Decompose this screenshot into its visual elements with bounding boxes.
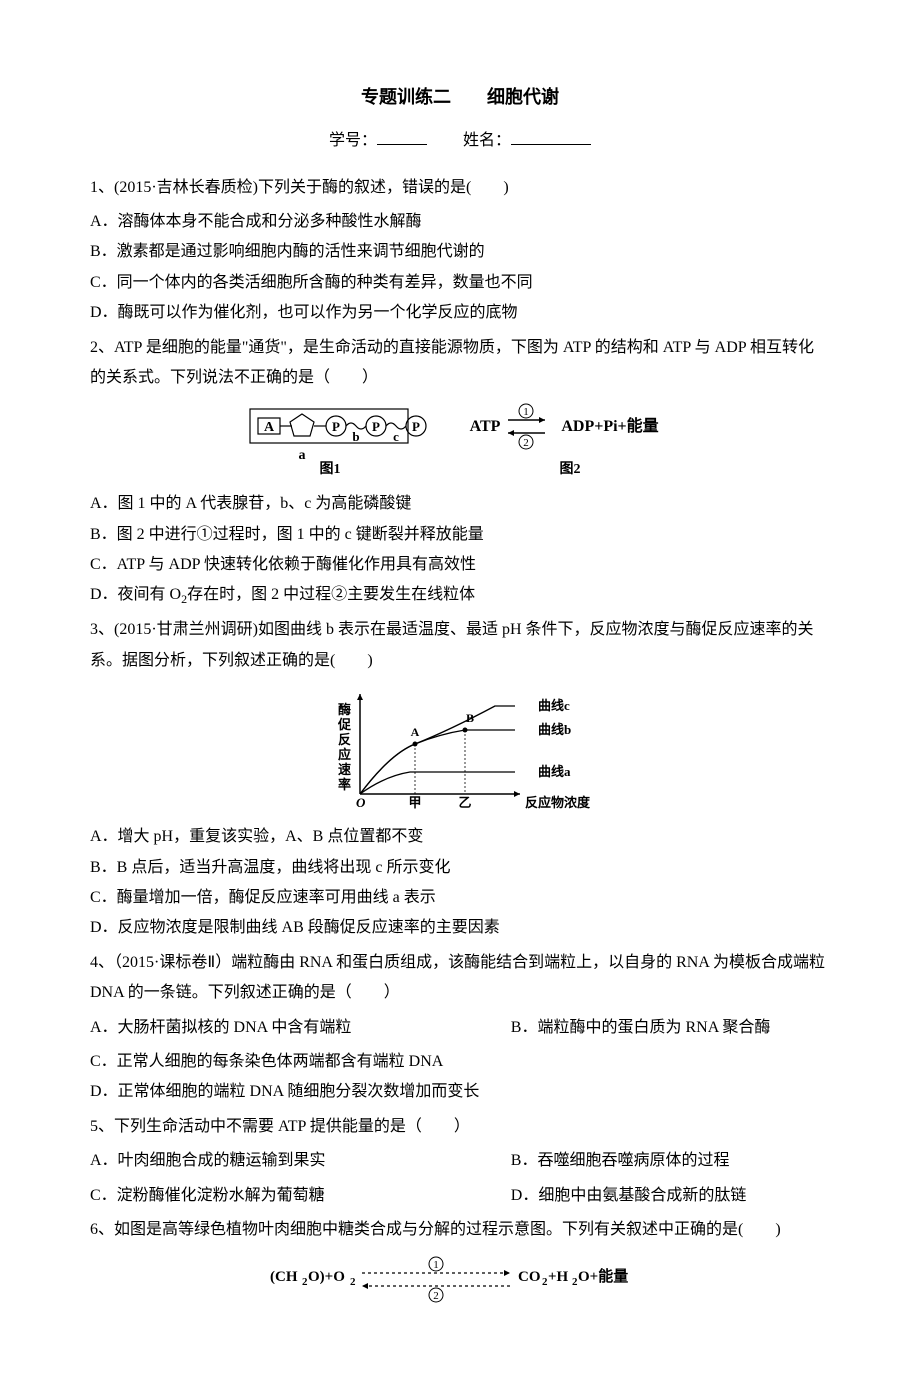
q1-option-d: D．酶既可以作为催化剂，也可以作为另一个化学反应的底物	[90, 298, 830, 328]
svg-text:图2: 图2	[560, 461, 581, 477]
q4-option-c: C．正常人细胞的每条染色体两端都含有端粒 DNA	[90, 1047, 830, 1077]
q3-option-d: D．反应物浓度是限制曲线 AB 段酶促反应速率的主要因素	[90, 913, 830, 943]
q4-option-a: A．大肠杆菌拟核的 DNA 中含有端粒	[90, 1013, 475, 1043]
q3-option-a: A．增大 pH，重复该实验，A、B 点位置都不变	[90, 822, 830, 852]
svg-text:O: O	[356, 795, 366, 810]
svg-text:甲: 甲	[408, 795, 421, 810]
svg-text:A: A	[411, 725, 420, 739]
q4-option-d: D．正常体细胞的端粒 DNA 随细胞分裂次数增加而变长	[90, 1077, 830, 1107]
svg-text:2: 2	[433, 1290, 439, 1302]
q2-option-b: B．图 2 中进行①过程时，图 1 中的 c 键断裂并释放能量	[90, 520, 830, 550]
svg-text:O)+O: O)+O	[308, 1269, 345, 1285]
q5-option-b: B．吞噬细胞吞噬病原体的过程	[511, 1146, 730, 1176]
question-5-options-row2: C．淀粉酶催化淀粉水解为葡萄糖 D．细胞中由氨基酸合成新的肽链	[90, 1181, 830, 1211]
svg-text:P: P	[332, 419, 340, 434]
svg-text:曲线b: 曲线b	[538, 722, 571, 737]
svg-text:P: P	[372, 419, 380, 434]
svg-text:1: 1	[433, 1259, 439, 1271]
svg-text:b: b	[352, 429, 359, 444]
question-3-stem: 3、(2015·甘肃兰州调研)如图曲线 b 表示在最适温度、最适 pH 条件下，…	[90, 615, 830, 676]
svg-text:反: 反	[338, 732, 351, 747]
svg-text:酶: 酶	[338, 702, 351, 717]
q1-option-c: C．同一个体内的各类活细胞所含酶的种类有差异，数量也不同	[90, 268, 830, 298]
q5-option-a: A．叶肉细胞合成的糖运输到果实	[90, 1146, 475, 1176]
page-title: 专题训练二 细胞代谢	[90, 80, 830, 114]
q4-option-b: B．端粒酶中的蛋白质为 RNA 聚合酶	[511, 1013, 771, 1043]
svg-text:P: P	[412, 419, 420, 434]
xingming-label: 姓名：	[463, 132, 511, 149]
svg-text:率: 率	[338, 777, 351, 792]
svg-text:曲线c: 曲线c	[538, 698, 570, 713]
q6-figure: (CH 2 O)+O 2 1 2 CO 2 +H 2 O+能量	[90, 1253, 830, 1303]
svg-text:图1: 图1	[320, 461, 341, 477]
svg-text:ADP+Pi+能量: ADP+Pi+能量	[561, 416, 658, 435]
xuhao-label: 学号：	[329, 132, 377, 149]
svg-text:乙: 乙	[458, 795, 471, 810]
svg-text:应: 应	[338, 747, 351, 762]
svg-text:速: 速	[338, 762, 351, 777]
q5-option-d: D．细胞中由氨基酸合成新的肽链	[511, 1181, 747, 1211]
svg-text:促: 促	[337, 717, 352, 732]
svg-text:ATP: ATP	[470, 418, 501, 435]
question-1-options: A．溶酶体本身不能合成和分泌多种酸性水解酶 B．激素都是通过影响细胞内酶的活性来…	[90, 207, 830, 329]
question-2-stem: 2、ATP 是细胞的能量"通货"，是生命活动的直接能源物质，下图为 ATP 的结…	[90, 333, 830, 394]
xuhao-blank	[377, 144, 427, 145]
question-5-stem: 5、下列生命活动中不需要 ATP 提供能量的是（ ）	[90, 1112, 830, 1142]
student-info-line: 学号： 姓名：	[90, 126, 830, 156]
question-4-stem: 4、（2015·课标卷Ⅱ）端粒酶由 RNA 和蛋白质组成，该酶能结合到端粒上，以…	[90, 948, 830, 1009]
svg-text:B: B	[466, 711, 474, 725]
question-3-options: A．增大 pH，重复该实验，A、B 点位置都不变 B．B 点后，适当升高温度，曲…	[90, 822, 830, 944]
q3-figure: 酶 促 反 应 速 率 A B 曲线c 曲线b 曲线a O 甲 乙 反应物浓度	[90, 684, 830, 814]
question-4-options: A．大肠杆菌拟核的 DNA 中含有端粒 B．端粒酶中的蛋白质为 RNA 聚合酶	[90, 1013, 830, 1043]
q5-option-c: C．淀粉酶催化淀粉水解为葡萄糖	[90, 1181, 475, 1211]
q2-option-d: D．夜间有 O2存在时，图 2 中过程②主要发生在线粒体	[90, 580, 830, 611]
svg-text:+H: +H	[548, 1269, 569, 1285]
q3-option-b: B．B 点后，适当升高温度，曲线将出现 c 所示变化	[90, 853, 830, 883]
svg-text:(CH: (CH	[270, 1269, 298, 1285]
svg-text:2: 2	[350, 1276, 356, 1288]
svg-text:CO: CO	[518, 1269, 541, 1285]
svg-text:a: a	[299, 448, 306, 463]
q2-option-a: A．图 1 中的 A 代表腺苷，b、c 为高能磷酸键	[90, 489, 830, 519]
svg-text:2: 2	[523, 437, 529, 449]
question-5-options-row1: A．叶肉细胞合成的糖运输到果实 B．吞噬细胞吞噬病原体的过程	[90, 1146, 830, 1176]
svg-text:O+能量: O+能量	[578, 1267, 628, 1285]
question-1-stem: 1、(2015·吉林长春质检)下列关于酶的叙述，错误的是( )	[90, 173, 830, 203]
q2-fig-A: A	[264, 420, 275, 435]
q2-figure: A P a b P c P 图1 ATP 1 2 ADP+Pi+能量 图2	[90, 401, 830, 481]
question-2-options: A．图 1 中的 A 代表腺苷，b、c 为高能磷酸键 B．图 2 中进行①过程时…	[90, 489, 830, 611]
svg-text:c: c	[393, 429, 399, 444]
question-4-options-2: C．正常人细胞的每条染色体两端都含有端粒 DNA D．正常体细胞的端粒 DNA …	[90, 1047, 830, 1108]
question-6-stem: 6、如图是高等绿色植物叶肉细胞中糖类合成与分解的过程示意图。下列有关叙述中正确的…	[90, 1215, 830, 1245]
xingming-blank	[511, 144, 591, 145]
q3-option-c: C．酶量增加一倍，酶促反应速率可用曲线 a 表示	[90, 883, 830, 913]
svg-text:反应物浓度: 反应物浓度	[525, 795, 591, 810]
svg-text:1: 1	[523, 406, 529, 418]
svg-text:曲线a: 曲线a	[538, 764, 571, 779]
q1-option-a: A．溶酶体本身不能合成和分泌多种酸性水解酶	[90, 207, 830, 237]
q1-option-b: B．激素都是通过影响细胞内酶的活性来调节细胞代谢的	[90, 237, 830, 267]
q2-option-c: C．ATP 与 ADP 快速转化依赖于酶催化作用具有高效性	[90, 550, 830, 580]
